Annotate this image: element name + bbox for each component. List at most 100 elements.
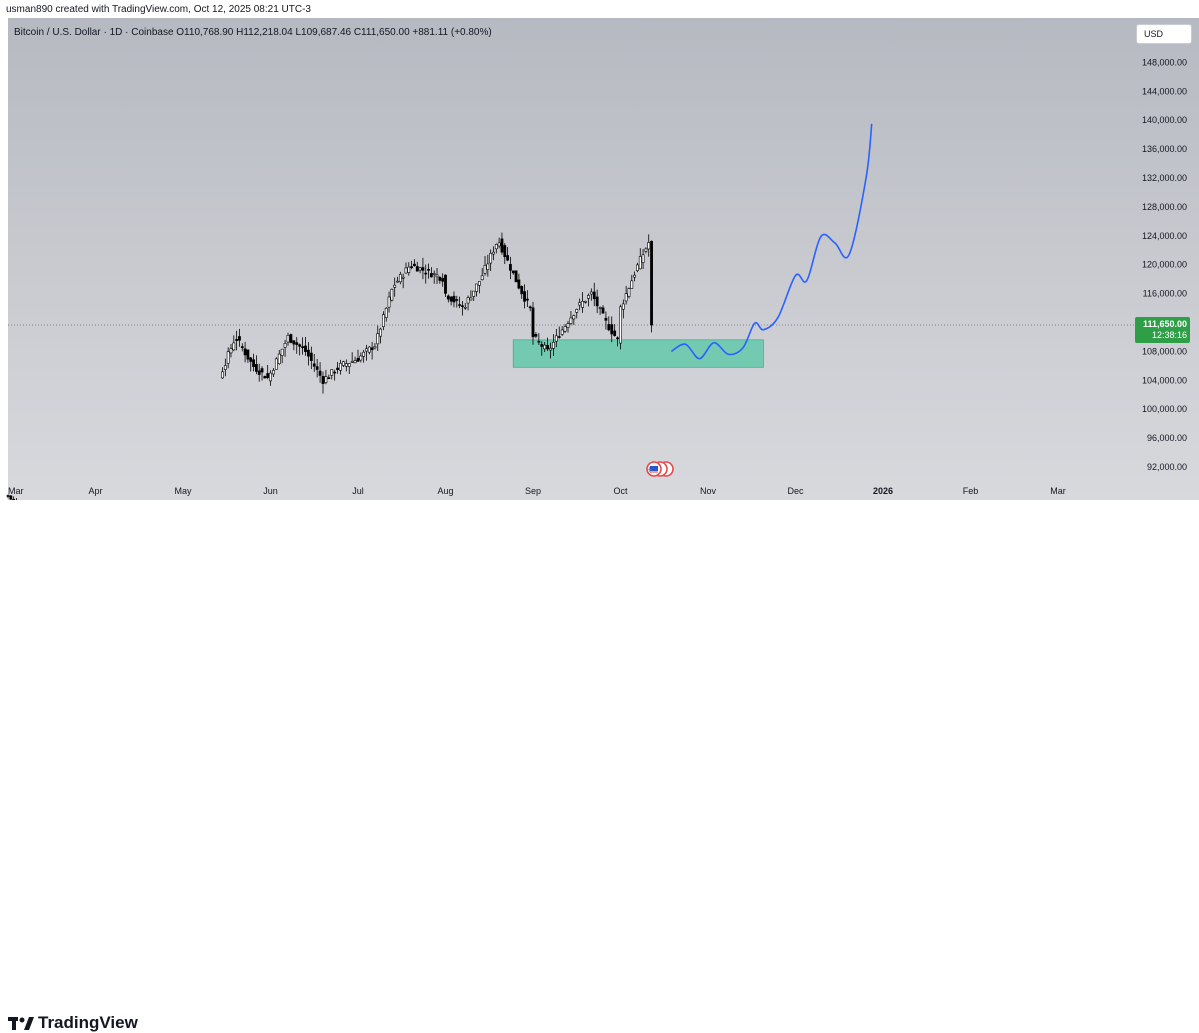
candle-body <box>407 266 411 273</box>
candle-body <box>257 370 261 375</box>
candle-body <box>347 363 351 367</box>
support-zone-box[interactable] <box>512 339 764 368</box>
candle-body <box>598 307 602 309</box>
candle-body <box>540 344 544 347</box>
candle-body <box>312 363 316 367</box>
candle-body <box>356 358 360 362</box>
candle-body <box>398 274 402 283</box>
candle-body <box>393 284 397 288</box>
candle-body <box>636 264 639 271</box>
candle-body <box>554 335 558 342</box>
candle-body <box>534 334 538 337</box>
time-tick-label: 2026 <box>873 486 893 496</box>
support-zone[interactable] <box>512 339 764 368</box>
candle-body <box>531 307 535 338</box>
candle-body <box>373 346 377 349</box>
candle-body <box>589 291 593 295</box>
currency-selector[interactable]: USD <box>1136 24 1192 44</box>
candle-body <box>581 300 584 308</box>
events-flag-icon[interactable]: + <box>646 461 674 477</box>
candle-body <box>238 336 241 341</box>
candle-body <box>359 355 363 361</box>
candle-body <box>421 267 425 271</box>
candle-body <box>633 274 637 278</box>
candle-body <box>616 337 619 340</box>
candle-body <box>503 245 507 258</box>
attribution-bar: usman890 created with TradingView.com, O… <box>0 0 1199 18</box>
candle-body <box>452 295 456 303</box>
candle-body <box>575 309 579 313</box>
candle-body <box>592 291 596 300</box>
candle-body <box>221 371 224 379</box>
projection-path[interactable] <box>670 123 873 360</box>
candle-body <box>324 376 328 383</box>
candle-body <box>483 265 487 274</box>
candle-body <box>429 273 433 278</box>
time-axis[interactable]: Mar Apr May Jun Jul Aug Sep Oct Nov Dec 2026 Feb Mar <box>8 486 1066 496</box>
candle-body <box>342 361 345 366</box>
last-price-tag: 111,650.00 12:38:16 <box>1135 317 1190 343</box>
candle-body <box>480 275 484 281</box>
candle-body <box>610 324 614 335</box>
candle-body <box>500 238 504 253</box>
time-tick-label: Oct <box>613 486 628 496</box>
candle-body <box>537 340 541 343</box>
candle-body <box>254 364 258 372</box>
chart-area[interactable] <box>8 18 1199 500</box>
candle-body <box>6 495 10 497</box>
candle-body <box>509 264 512 271</box>
candle-body <box>269 372 272 382</box>
candle-body <box>647 242 651 250</box>
candle-body <box>587 295 590 299</box>
candle-body <box>283 343 287 348</box>
candle-body <box>469 297 473 301</box>
projection-curve[interactable] <box>670 123 873 360</box>
candle-body <box>379 328 382 337</box>
candle-body <box>552 341 555 349</box>
time-tick-label: Mar <box>1050 486 1066 496</box>
tradingview-logo[interactable]: TradingView <box>8 1013 138 1033</box>
candle-body <box>367 346 371 353</box>
candle-body <box>432 273 436 275</box>
candle-body <box>235 339 239 341</box>
candle-body <box>396 280 399 283</box>
candle-body <box>604 317 608 321</box>
candle-body <box>390 288 394 301</box>
candle-body <box>569 317 573 324</box>
candle-body <box>333 371 337 374</box>
candle-body <box>489 253 493 264</box>
candle-body <box>289 334 293 343</box>
candle-body <box>252 359 255 367</box>
candle-body <box>584 300 587 303</box>
candle-body <box>240 346 244 349</box>
price-tag-bg <box>1135 317 1190 343</box>
time-tick-label: May <box>174 486 192 496</box>
candle-body <box>613 330 617 337</box>
price-tick-label: 148,000.00 <box>1142 57 1187 67</box>
candle-body <box>370 347 374 351</box>
candle-body <box>301 346 304 349</box>
candle-body <box>260 368 264 373</box>
candle-body <box>444 274 447 294</box>
time-tick-label: Dec <box>787 486 804 496</box>
price-tick-label: 132,000.00 <box>1142 173 1187 183</box>
candle-body <box>624 293 628 302</box>
brand-name: TradingView <box>38 1013 138 1032</box>
candle-body <box>249 357 253 362</box>
candle-body <box>497 242 501 247</box>
candle-body <box>475 283 478 292</box>
candle-body <box>511 270 515 274</box>
price-chart[interactable]: 92,000.00 96,000.00 100,000.00 104,000.00 10… <box>0 0 1199 500</box>
candle-body <box>441 278 445 282</box>
price-tick-label: 124,000.00 <box>1142 231 1187 241</box>
candle-body <box>353 360 357 364</box>
price-tick-label: 136,000.00 <box>1142 144 1187 154</box>
tradingview-logo-icon <box>8 1017 34 1030</box>
candle-body <box>277 353 281 365</box>
price-axis[interactable]: 92,000.00 96,000.00 100,000.00 104,000.00 10… <box>1142 57 1187 472</box>
candle-body <box>280 348 284 356</box>
candle-body <box>520 286 524 295</box>
svg-text:+: + <box>646 465 653 474</box>
candle-body <box>223 365 227 370</box>
candle-body <box>472 290 476 297</box>
